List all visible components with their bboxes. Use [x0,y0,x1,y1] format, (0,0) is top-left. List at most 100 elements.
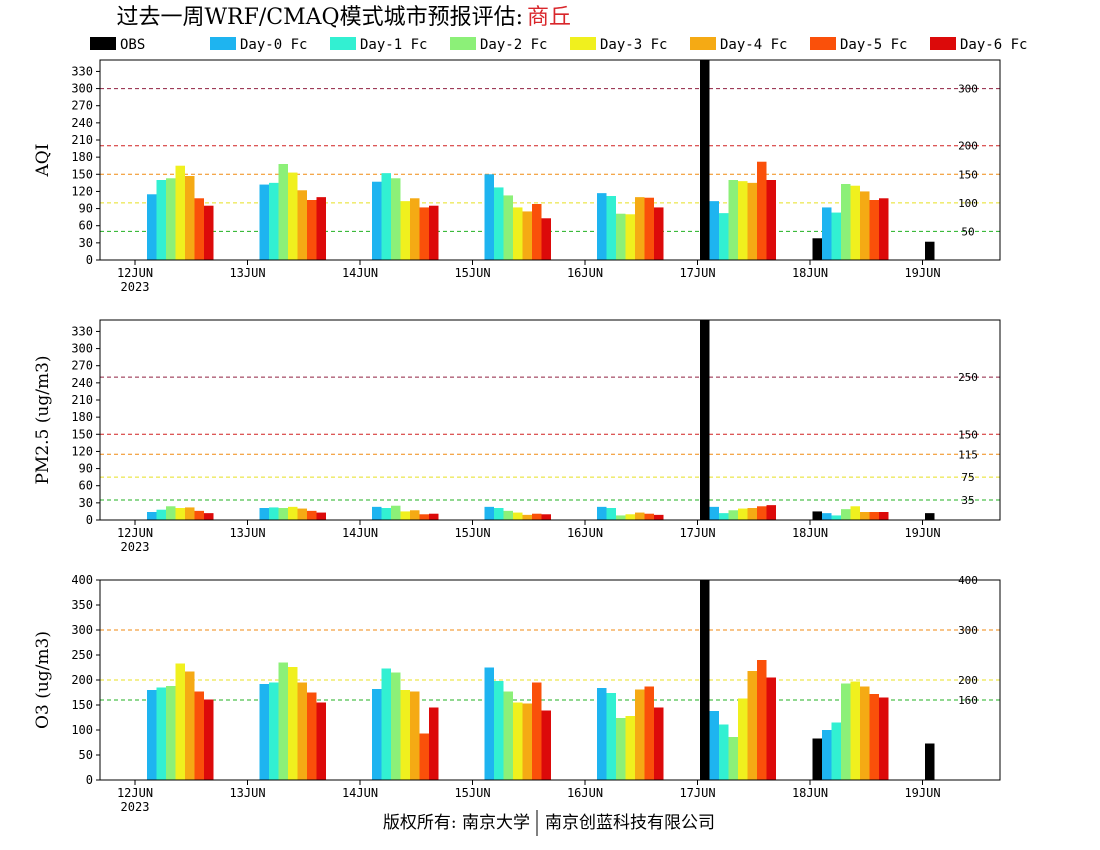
bar-day-1-fc-13jun [269,682,279,780]
legend-label-day-4-fc: Day-4 Fc [720,37,787,53]
bar-obs-18jun [812,238,822,260]
bar-day-5-fc-17jun [757,161,767,260]
x-tick-label: 12JUN [117,786,153,800]
bar-day-4-fc-14jun [410,510,420,520]
y-tick-label: 350 [71,598,93,612]
bar-day-3-fc-13jun [288,506,298,520]
ref-line-label-250: 250 [958,371,978,384]
bar-day-5-fc-16jun [644,197,654,260]
bar-day-1-fc-18jun [831,722,841,780]
y-axis-label: PM2.5 (ug/m3) [33,355,53,484]
x-tick-label: 15JUN [454,266,490,280]
bar-day-6-fc-18jun [879,198,889,260]
legend-swatch-day-3-fc [570,37,596,50]
bar-day-3-fc-15jun [513,512,523,520]
x-tick-label: 12JUN [117,526,153,540]
bar-day-6-fc-14jun [429,707,439,780]
bar-obs-17jun [700,320,710,520]
bar-day-5-fc-13jun [307,200,317,260]
bar-day-1-fc-13jun [269,507,279,520]
bar-day-1-fc-15jun [494,681,504,780]
bar-day-5-fc-14jun [419,207,429,260]
x-tick-label: 18JUN [792,786,828,800]
bar-day-4-fc-13jun [297,682,307,780]
panel-pm2-5-ug-m3: 35 75 115 150 250 0 30 60 90 120 150 180 210 240 270 30… [33,319,1001,554]
bar-day-3-fc-14jun [400,201,410,260]
bar-day-5-fc-18jun [869,694,879,780]
bar-day-5-fc-15jun [532,682,542,780]
bar-day-0-fc-13jun [259,684,269,780]
bar-day-5-fc-14jun [419,514,429,520]
bar-day-0-fc-17jun [709,506,719,520]
bar-day-5-fc-18jun [869,200,879,260]
x-tick-label: 17JUN [679,526,715,540]
y-tick-label: 330 [71,64,93,78]
bar-day-5-fc-14jun [419,733,429,780]
bar-day-3-fc-16jun [625,514,635,520]
legend-swatch-obs [90,37,116,50]
bar-day-4-fc-15jun [522,211,532,260]
y-tick-label: 150 [71,167,93,181]
y-axis-label: O3 (ug/m3) [33,631,53,729]
bar-day-6-fc-14jun [429,205,439,260]
y-tick-label: 0 [86,253,93,267]
bar-day-3-fc-18jun [850,506,860,520]
bar-day-2-fc-13jun [278,164,288,260]
bar-day-3-fc-17jun [738,181,748,260]
y-tick-label: 150 [71,427,93,441]
bar-day-0-fc-12jun [147,194,157,260]
bar-day-0-fc-14jun [372,689,382,780]
chart-panels: 5010015020030003060901201501802102402703… [33,59,1001,814]
bar-day-5-fc-16jun [644,513,654,520]
bar-obs-18jun [812,738,822,780]
y-tick-label: 60 [79,219,93,233]
bar-day-3-fc-12jun [175,508,185,520]
y-tick-label: 60 [79,479,93,493]
bar-day-0-fc-13jun [259,508,269,520]
bar-day-2-fc-18jun [841,184,851,260]
y-tick-label: 300 [71,342,93,356]
y-tick-label: 0 [86,513,93,527]
bar-day-2-fc-13jun [278,508,288,520]
y-tick-label: 150 [71,698,93,712]
bar-day-1-fc-17jun [719,513,729,520]
x-tick-label: 14JUN [342,786,378,800]
bar-day-1-fc-12jun [156,509,166,520]
bar-day-0-fc-18jun [822,730,832,780]
ref-line-label-100: 100 [958,197,978,210]
y-tick-label: 270 [71,359,93,373]
bar-day-2-fc-16jun [616,718,626,780]
bar-obs-17jun [700,580,710,780]
plot-frame [99,59,1001,261]
bar-obs-19jun [925,241,935,260]
bar-day-2-fc-16jun [616,515,626,520]
bar-day-1-fc-17jun [719,213,729,260]
bar-obs-18jun [812,511,822,520]
bar-day-0-fc-15jun [484,667,494,780]
y-axis-label: AQI [33,144,53,178]
x-tick-label: 19JUN [904,786,940,800]
bar-day-5-fc-15jun [532,513,542,520]
y-tick-label: 180 [71,150,93,164]
ref-line-label-115: 115 [958,448,978,461]
bar-day-2-fc-18jun [841,509,851,520]
bar-day-4-fc-13jun [297,508,307,520]
y-tick-label: 300 [71,623,93,637]
x-tick-label: 13JUN [229,786,265,800]
y-tick-label: 180 [71,410,93,424]
bar-day-5-fc-12jun [194,198,204,260]
y-tick-label: 200 [71,673,93,687]
x-tick-label: 18JUN [792,526,828,540]
y-tick-label: 210 [71,393,93,407]
bar-day-6-fc-13jun [316,512,326,520]
bar-day-6-fc-17jun [766,180,776,260]
x-tick-label: 16JUN [567,266,603,280]
x-tick-label: 19JUN [904,266,940,280]
y-tick-label: 90 [79,202,93,216]
bar-day-4-fc-17jun [747,508,757,520]
legend: OBS Day-0 Fc Day-1 Fc Day-2 Fc Day-3 Fc Day-4… [90,37,1027,53]
y-tick-label: 120 [71,184,93,198]
chart-title-city: 商丘 [527,5,571,30]
y-tick-label: 240 [71,376,93,390]
